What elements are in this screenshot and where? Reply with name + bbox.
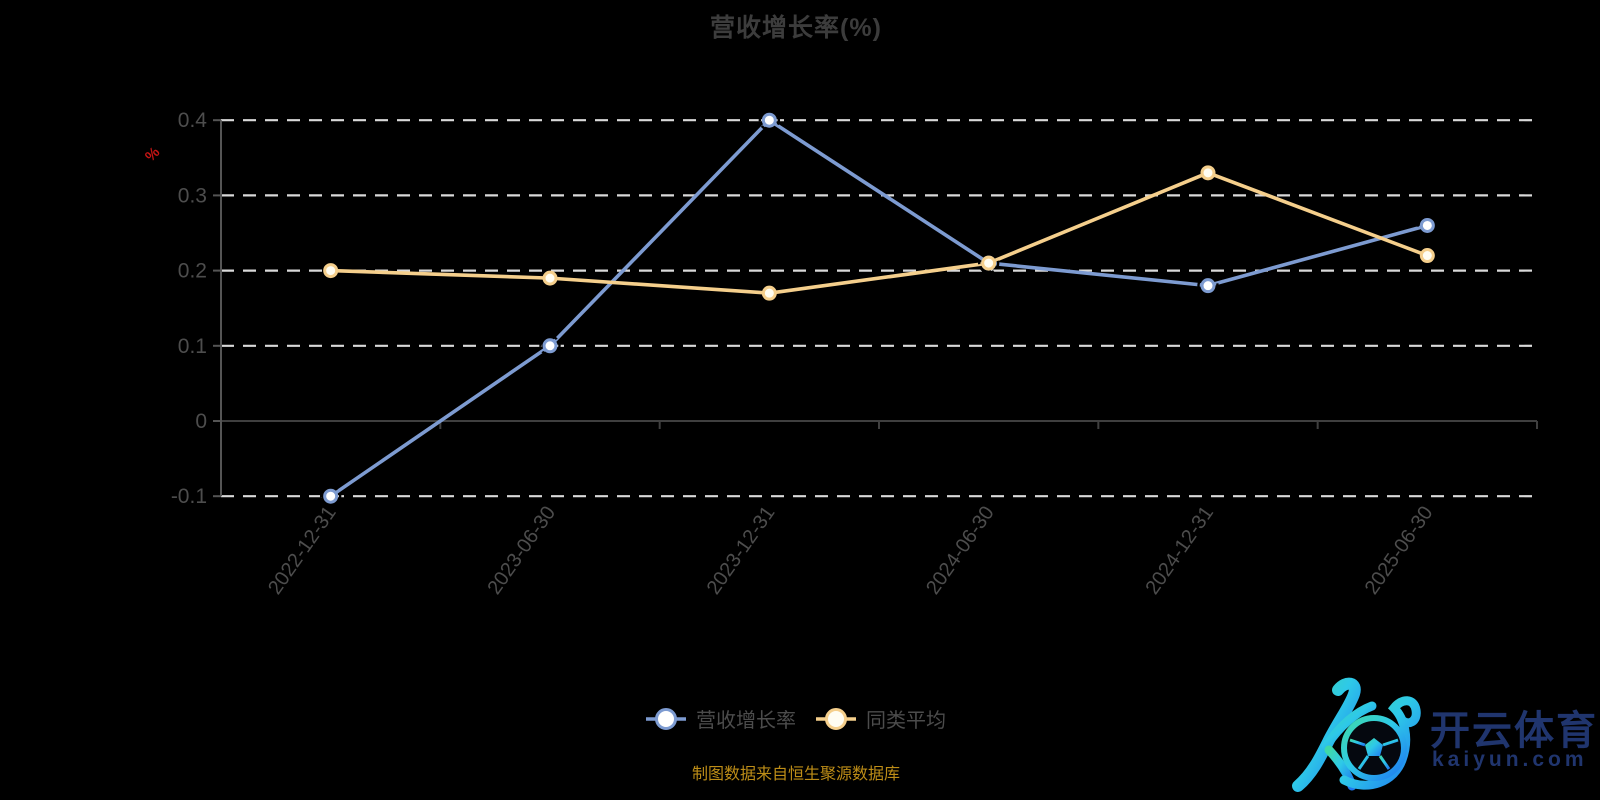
- data-point-series-1: [542, 270, 558, 286]
- marker-accent-ring: [319, 485, 342, 507]
- line-marker-icon: [646, 707, 686, 730]
- data-point-series-0: [1419, 217, 1435, 233]
- x-tick-label: 2023-12-31: [703, 502, 780, 598]
- marker-accent-ring: [539, 335, 561, 357]
- y-tick-label: 0.3: [178, 184, 207, 207]
- marker-accent-ring: [1197, 274, 1219, 297]
- legend-label: 同类平均: [866, 710, 946, 732]
- y-tick-label: 0: [195, 410, 207, 433]
- data-point-series-1: [1419, 248, 1435, 264]
- x-tick-label: 2024-12-31: [1141, 502, 1218, 598]
- data-point-series-1: [1200, 165, 1216, 181]
- x-tick-label: 2024-06-30: [922, 502, 999, 598]
- legend-item-revenue-growth[interactable]: 营收增长率: [646, 704, 796, 733]
- data-point-series-0: [1200, 278, 1216, 294]
- legend-item-peer-average[interactable]: 同类平均: [816, 704, 946, 733]
- marker-accent-ring: [977, 252, 1000, 274]
- watermark-brand-text: 开云体育: [1430, 709, 1598, 753]
- watermark-domain-text: kaiyun.com: [1432, 748, 1588, 771]
- data-point-series-0: [761, 112, 777, 128]
- data-point-series-1: [761, 285, 777, 301]
- series-line-0: [328, 118, 1430, 499]
- line-marker-icon: [816, 707, 856, 730]
- data-point-series-1: [323, 263, 339, 279]
- chart-title: 营收增长率(%): [710, 14, 882, 42]
- marker-accent-ring: [1416, 214, 1439, 237]
- kaiyun-logo-icon: [1292, 677, 1421, 792]
- watermark: 开云体育 kaiyun.com: [1282, 660, 1600, 800]
- legend-label: 营收增长率: [696, 710, 796, 732]
- x-tick-label: 2022-12-31: [264, 502, 341, 598]
- data-point-series-1: [981, 255, 997, 271]
- series-line-1: [328, 171, 1430, 295]
- y-tick-label: -0.1: [171, 485, 207, 508]
- marker-accent-ring: [758, 109, 781, 131]
- data-point-series-0: [542, 338, 558, 354]
- y-tick-label: 0.2: [178, 260, 207, 283]
- data-point-series-0: [323, 488, 339, 504]
- x-tick-label: 2025-06-30: [1361, 502, 1438, 598]
- data-source-note: 制图数据来自恒生聚源数据库: [691, 766, 900, 783]
- y-tick-label: 0.1: [178, 335, 207, 358]
- chart-legend: 营收增长率 同类平均: [0, 704, 1592, 733]
- x-tick-label: 2023-06-30: [483, 502, 560, 598]
- y-tick-label: 0.4: [178, 109, 208, 132]
